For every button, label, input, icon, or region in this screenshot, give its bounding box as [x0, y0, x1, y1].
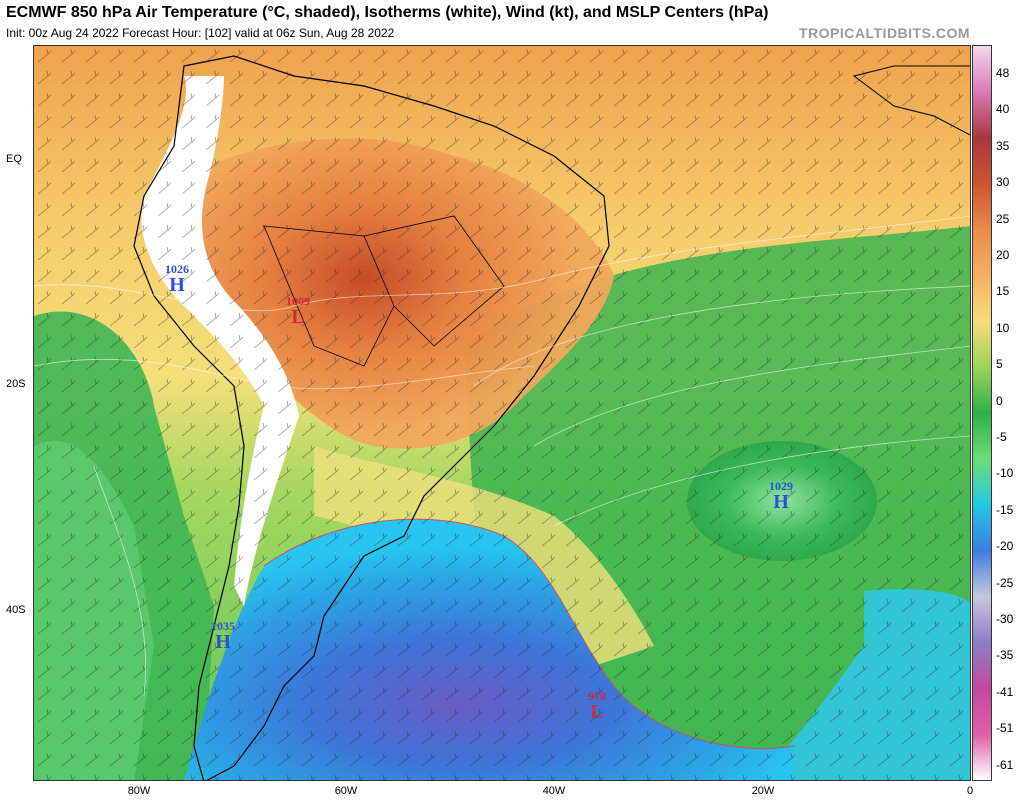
wind-barbs: [34, 46, 970, 780]
temperature-colorbar: [972, 45, 992, 781]
pressure-value: 1026: [165, 262, 189, 276]
colorbar-tick-label: -10: [996, 466, 1014, 481]
colorbar-tick-label: 10: [996, 320, 1010, 335]
lon-label-20w: 20W: [751, 785, 775, 797]
colorbar-tick-label: -51: [996, 721, 1014, 736]
colorbar-tick-label: -61: [996, 757, 1014, 772]
lat-label-40s: 40S: [6, 604, 26, 616]
pressure-value: 1035: [211, 619, 235, 633]
isotherms: [34, 215, 970, 697]
colorbar-tick-label: -25: [996, 575, 1014, 590]
lat-label-20s: 20S: [6, 378, 26, 390]
pressure-value: 1029: [769, 479, 793, 493]
high-center-atlantic: 1029 H: [769, 480, 793, 512]
map-title: ECMWF 850 hPa Air Temperature (°C, shade…: [6, 4, 769, 21]
colorbar-tick-label: 20: [996, 248, 1010, 262]
high-center-patagonia: 1035 H: [211, 620, 235, 652]
colorbar-tick-label: -20: [996, 539, 1014, 554]
pressure-value: 1009: [286, 294, 310, 308]
colorbar-tick-label: 35: [996, 138, 1010, 153]
high-center-andes-north: 1026 H: [165, 263, 189, 295]
colorbar-tick-label: 0: [996, 393, 1003, 408]
high-symbol: H: [169, 274, 185, 296]
colorbar-tick-label: -30: [996, 612, 1014, 626]
colorbar-tick-label: -41: [996, 684, 1014, 699]
high-symbol: H: [773, 491, 789, 513]
pressure-value: 970: [588, 689, 606, 703]
lon-label-40w: 40W: [542, 785, 566, 797]
temperature-map: 1026 H 1009 L 1029 H 1035 H 970 L: [33, 45, 971, 781]
colorbar-tick-label: 30: [996, 175, 1010, 190]
colorbar-tick-label: 40: [996, 102, 1010, 117]
colorbar-tick-label: -15: [996, 502, 1014, 517]
lon-label-80w: 80W: [127, 785, 151, 797]
lon-label-60w: 60W: [334, 785, 358, 797]
low-symbol: L: [590, 701, 604, 723]
colorbar-tick-label: 15: [996, 284, 1010, 299]
map-subtitle: Init: 00z Aug 24 2022 Forecast Hour: [10…: [6, 26, 395, 40]
colorbar-tick-label: -5: [996, 430, 1007, 444]
colorbar-tick-label: 25: [996, 211, 1010, 226]
low-center-south-atlantic: 970 L: [588, 690, 606, 722]
brand-watermark: TROPICALTIDBITS.COM: [798, 25, 970, 41]
lat-label-eq: EQ: [6, 153, 22, 165]
colorbar-tick-label: 48: [996, 66, 1010, 80]
low-center-bolivia: 1009 L: [286, 295, 310, 327]
colorbar-tick-label: -35: [996, 648, 1014, 663]
high-symbol: H: [215, 631, 231, 653]
colorbar-tick-label: 5: [996, 357, 1003, 372]
lon-label-0: 0: [966, 785, 974, 797]
map-canvas: [34, 46, 970, 780]
low-symbol: L: [291, 306, 305, 328]
